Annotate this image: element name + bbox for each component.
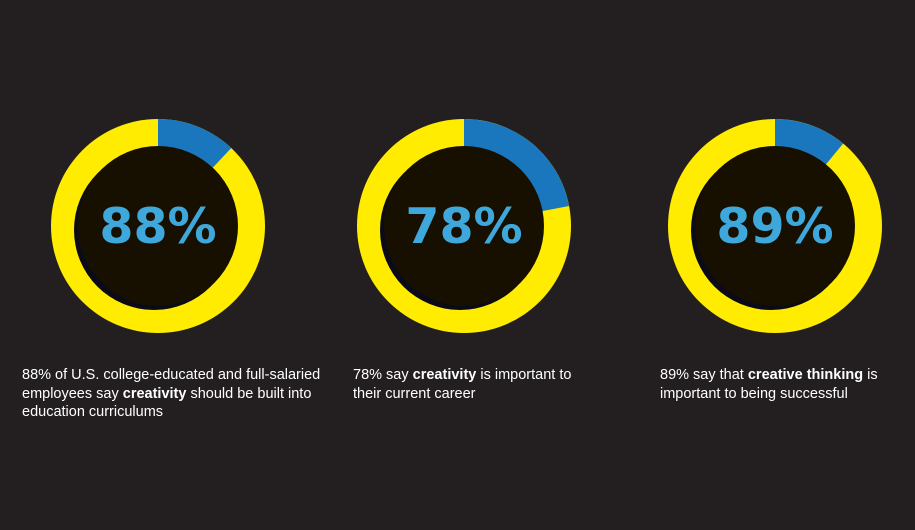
donut-2-center (384, 146, 544, 306)
caption-2-before: 78% say (353, 367, 413, 383)
caption-2-bold: creativity (412, 367, 477, 383)
donut-1-percent-label: 88% (99, 198, 216, 255)
chart-panel-1: 88% 88% of U.S. college-educated and ful… (0, 0, 320, 530)
donut-1-center (78, 146, 238, 306)
donut-chart-1: 88% (51, 119, 265, 333)
donut-chart-2: 78% (357, 119, 571, 333)
caption-1: 88% of U.S. college-educated and full-sa… (22, 366, 322, 422)
caption-2-after: is important to their current career (353, 367, 572, 402)
donut-2-percent-label: 78% (405, 198, 522, 255)
caption-3: 89% say that creative thinking is import… (660, 366, 910, 403)
chart-panel-3: 89% 89% say that creative thinking is im… (610, 0, 915, 530)
caption-3-before: 89% say that (660, 367, 748, 383)
chart-panel-2: 78% 78% say creativity is important to t… (305, 0, 610, 530)
caption-3-bold: creative thinking (747, 367, 864, 383)
caption-1-after: should be built into education curriculu… (22, 385, 312, 421)
caption-2: 78% say creativity is important to their… (353, 366, 583, 403)
caption-3-after: is important to being successful (660, 367, 878, 402)
donut-3-center (695, 146, 855, 306)
donut-3-percent-label: 89% (716, 198, 833, 255)
caption-1-before: 88% of U.S. college-educated and full-sa… (22, 367, 321, 402)
donut-chart-3: 89% (668, 119, 882, 333)
caption-1-bold: creativity (122, 385, 187, 402)
